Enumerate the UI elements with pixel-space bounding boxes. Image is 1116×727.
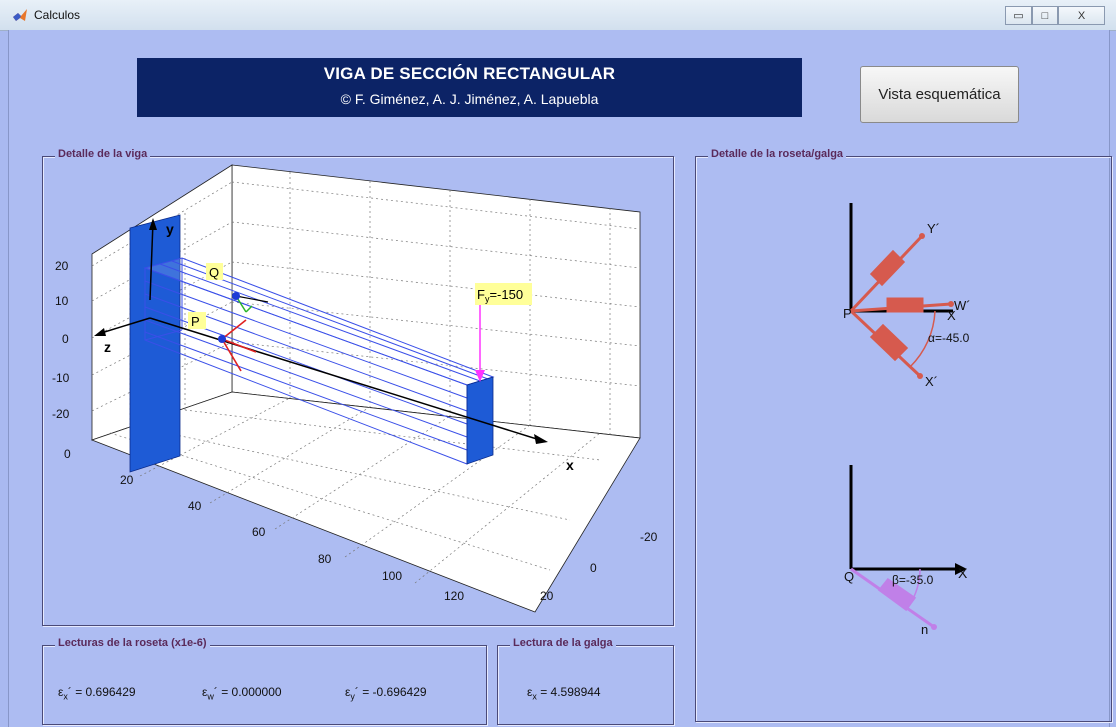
- alpha-label: α=-45.0: [928, 331, 970, 345]
- z-tick-label: -20: [640, 530, 658, 544]
- label-p: P: [191, 314, 200, 329]
- q-axis-x: [235, 295, 269, 303]
- y-tick-label: 20: [55, 259, 69, 273]
- banner-authors: © F. Giménez, A. J. Jiménez, A. Lapuebla: [340, 91, 599, 107]
- p-axis-1: [221, 319, 247, 340]
- beta-arc: [908, 568, 921, 607]
- force-label: Fy=-150: [477, 287, 523, 304]
- reading-ey-prime: εy´ = -0.696429: [345, 685, 427, 702]
- rosette-tip-w: [948, 301, 954, 307]
- rosette-panel-title: Detalle de la roseta/galga: [708, 148, 847, 160]
- p-axis-3: [221, 338, 242, 372]
- minimize-button[interactable]: ▭: [1005, 6, 1032, 25]
- label-q: Q: [209, 265, 219, 280]
- title-banner: VIGA DE SECCIÓN RECTANGULAR © F. Giménez…: [137, 58, 802, 117]
- rosette-readings-title: Lecturas de la roseta (x1e-6): [55, 637, 210, 649]
- z-axis-line: [97, 317, 151, 335]
- y-tick-label: -10: [52, 371, 70, 385]
- reading-ex-prime: εx´ = 0.696429: [58, 685, 136, 702]
- banner-title: VIGA DE SECCIÓN RECTANGULAR: [323, 64, 616, 83]
- z-tick-label: 0: [590, 561, 597, 575]
- z-tick-label: 20: [540, 589, 554, 603]
- point-q-marker[interactable]: [232, 292, 240, 300]
- matlab-logo-icon: [13, 9, 27, 21]
- x-tick-label: 120: [444, 589, 464, 603]
- gauge-x-arrow-icon: [955, 563, 967, 575]
- y-tick-label: 0: [62, 332, 69, 346]
- label-n: n: [921, 622, 928, 637]
- reading-ew-prime: εw´ = 0.000000: [202, 685, 282, 702]
- rosette-gauge-x: [869, 323, 909, 362]
- vista-esquematica-button[interactable]: Vista esquemática: [860, 66, 1019, 123]
- gauge-tip-n: [931, 624, 937, 630]
- rosette-readings-panel: Lecturas de la roseta (x1e-6) εx´ = 0.69…: [42, 637, 487, 725]
- label-x: X: [947, 308, 956, 323]
- point-p-marker[interactable]: [218, 335, 226, 343]
- force-label-box: [475, 283, 532, 305]
- y-tick-label: 10: [55, 294, 69, 308]
- p-axis-2: [221, 338, 257, 353]
- x-tick-label: 100: [382, 569, 402, 583]
- close-button[interactable]: X: [1058, 6, 1105, 25]
- rosette-tip-x: [917, 373, 923, 379]
- beam-detail-panel: Detalle de la viga: [42, 148, 674, 626]
- y-axis-line: [149, 221, 154, 301]
- x-tick-label: 40: [188, 499, 202, 513]
- label-x-gauge: X: [958, 565, 968, 581]
- x-axis-arrow-icon: [534, 434, 548, 444]
- force-arrow-icon: [475, 370, 485, 382]
- window-title: Calculos: [34, 8, 81, 22]
- q-axis-green-tip: [245, 305, 253, 313]
- rosette-gauge-y: [869, 249, 906, 287]
- y-tick-label: 0: [64, 447, 71, 461]
- x-tick-label: 60: [252, 525, 266, 539]
- rosette-tip-y: [919, 233, 925, 239]
- label-p-box: [188, 312, 206, 329]
- y-tick-label: -20: [52, 407, 70, 421]
- gauge-reading-panel: Lectura de la galga εx = 4.598944: [497, 637, 674, 725]
- label-p-rosette: P: [843, 306, 852, 321]
- z-axis-label: z: [104, 339, 111, 355]
- alpha-arc: [909, 310, 936, 368]
- window-titlebar: Calculos ▭ □ X: [0, 0, 1116, 31]
- label-q-gauge: Q: [844, 569, 854, 584]
- y-axis-label: y: [166, 221, 174, 237]
- reading-ex: εx = 4.598944: [527, 685, 601, 702]
- label-q-box: [206, 263, 223, 280]
- rosette-gauge-w: [886, 297, 924, 313]
- z-axis-arrow-icon: [94, 328, 106, 336]
- beam-panel-title: Detalle de la viga: [55, 148, 151, 160]
- gauge-reading-title: Lectura de la galga: [510, 637, 616, 649]
- x-axis-label: x: [566, 457, 574, 473]
- maximize-button[interactable]: □: [1032, 6, 1058, 25]
- label-x-prime: X´: [925, 374, 938, 389]
- beta-label: β=-35.0: [892, 573, 934, 587]
- y-axis-arrow-icon: [149, 218, 157, 230]
- x-tick-label: 20: [120, 473, 134, 487]
- label-w-prime: W´: [954, 298, 971, 313]
- label-y-prime: Y´: [927, 221, 940, 236]
- rosette-detail-panel: Detalle de la roseta/galga: [695, 148, 1112, 722]
- x-tick-label: 80: [318, 552, 332, 566]
- x-axis-line: [149, 317, 541, 441]
